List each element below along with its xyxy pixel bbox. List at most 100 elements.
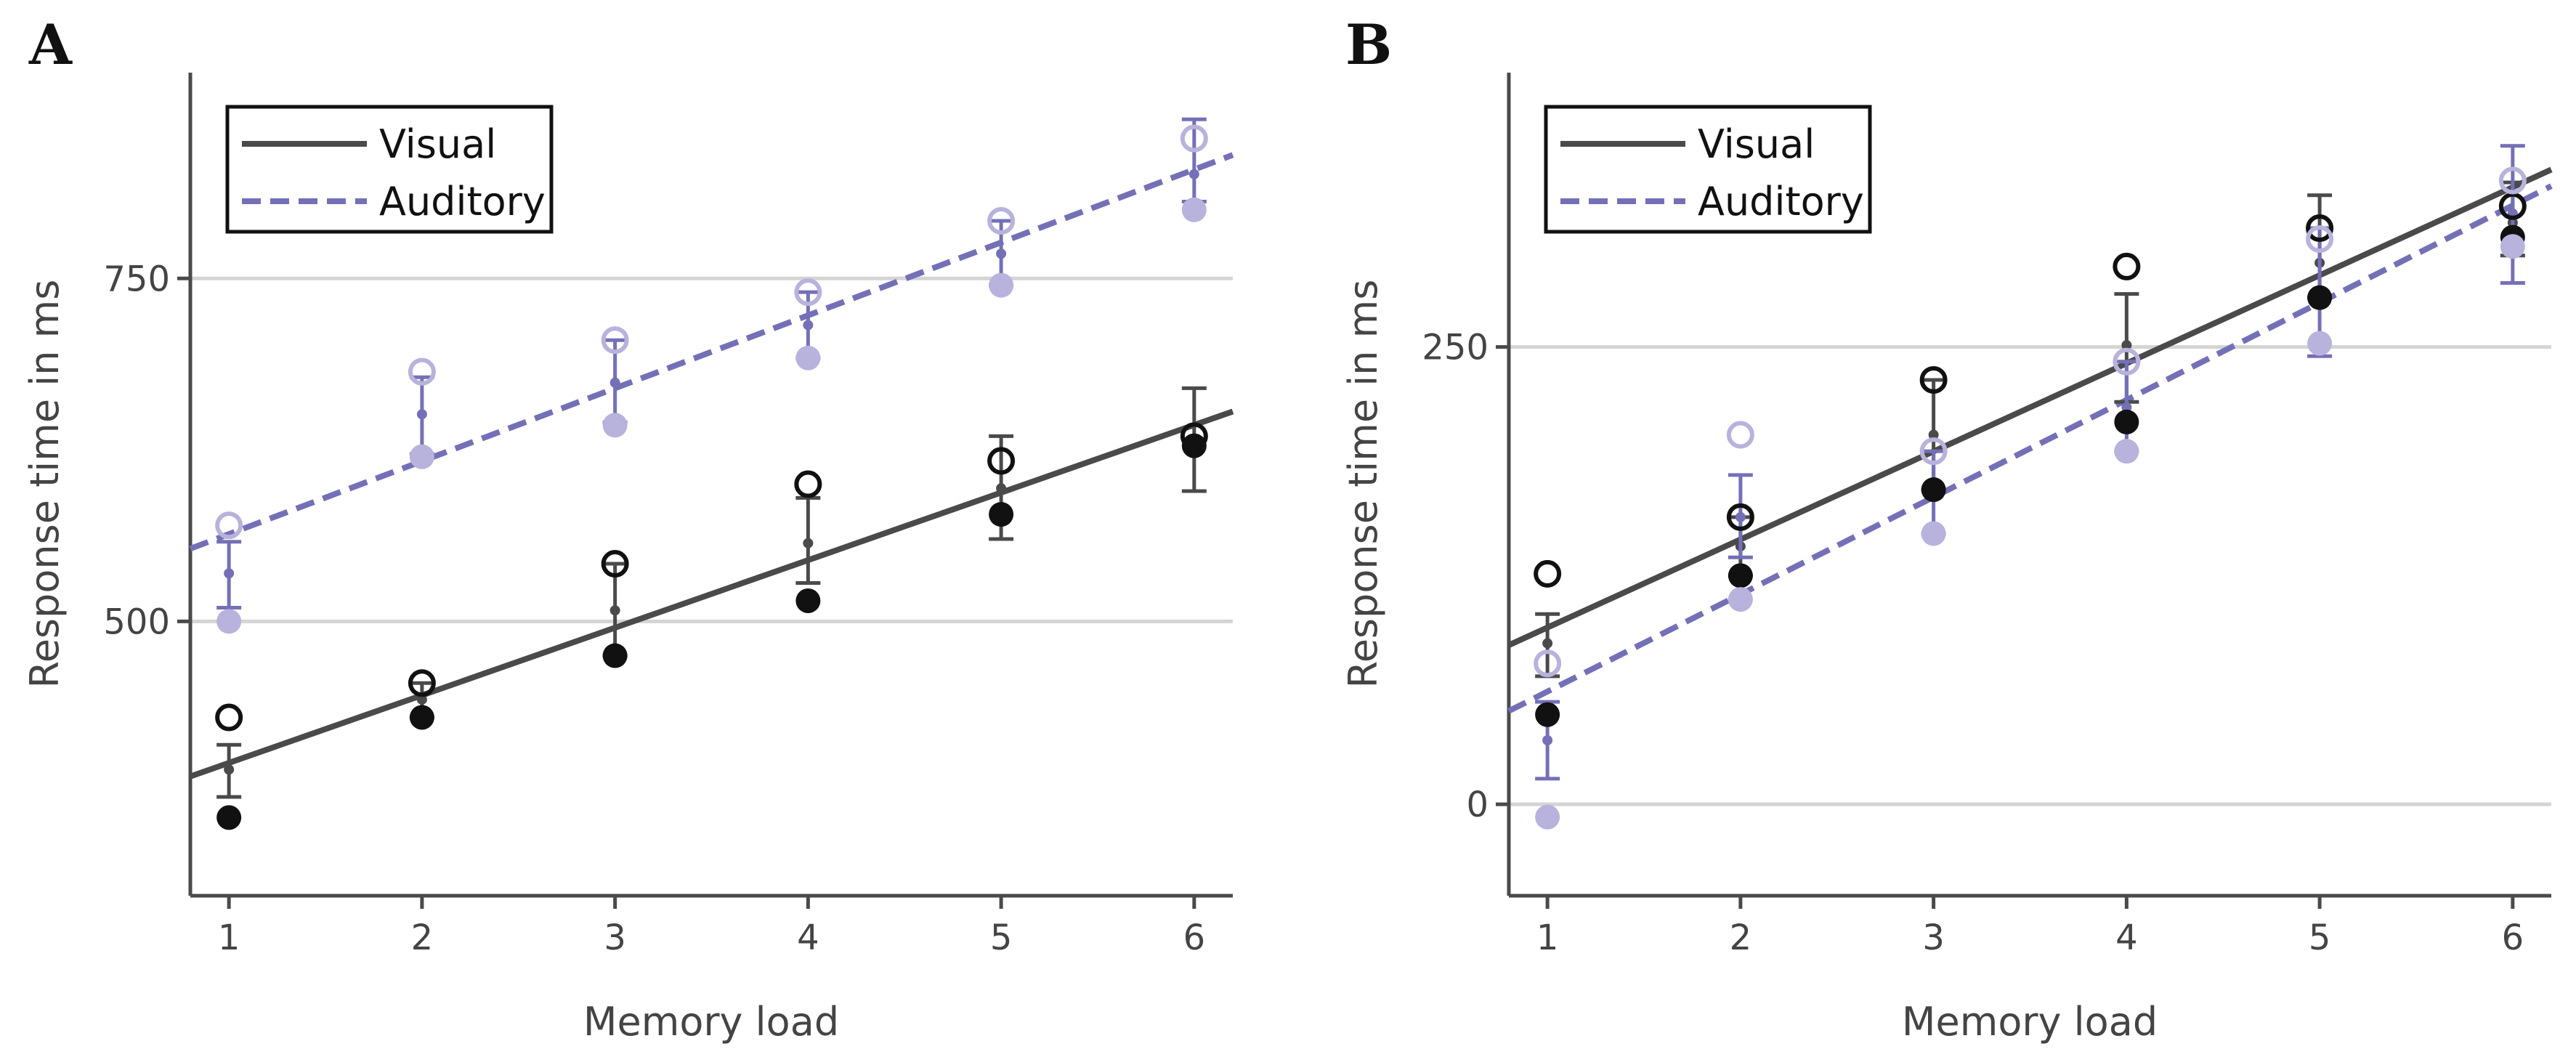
visual-filled-point: [216, 805, 242, 830]
visual-open-point: [215, 703, 243, 732]
auditory-filled-point: [1181, 197, 1207, 222]
x-tick-label: 3: [1922, 918, 1945, 958]
auditory-fit-line: [189, 152, 1234, 551]
x-ticks: 1 2 3 4 5 6: [1536, 896, 2524, 958]
visual-fit-line: [189, 408, 1234, 779]
auditory-filled-point: [2307, 331, 2333, 356]
visual-open-point: [2498, 192, 2527, 220]
visual-filled-point: [409, 705, 434, 730]
legend-visual-label: Visual: [379, 121, 496, 167]
auditory-filled-point: [1921, 521, 1946, 546]
y-tick-label: 750: [103, 259, 170, 299]
visual-mean-point: [224, 764, 235, 775]
auditory-filled-point: [795, 345, 821, 370]
x-tick-label: 5: [2309, 918, 2331, 958]
x-axis-label: Memory load: [1902, 999, 2158, 1045]
visual-open-point: [408, 669, 436, 697]
visual-open-point: [601, 550, 629, 578]
visual-open-point: [2306, 214, 2334, 243]
visual-mean-point: [416, 694, 427, 705]
auditory-open-point: [408, 357, 436, 386]
visual-filled-point: [989, 502, 1014, 527]
visual-open-point: [1919, 365, 1948, 394]
y-axis-label: Response time in ms: [22, 280, 68, 689]
panel-b: B 0 250 1 2 3 4 5 6 Memory load Response time …: [1340, 12, 2553, 1045]
visual-fit-line: [1507, 166, 2553, 648]
x-tick-label: 1: [218, 918, 240, 958]
auditory-mean-point: [1735, 511, 1746, 522]
fit-lines: [1507, 166, 2553, 714]
y-tick-label: 0: [1466, 785, 1489, 825]
visual-open-point: [987, 447, 1016, 475]
data-points: [215, 124, 1208, 830]
visual-mean-point: [609, 605, 620, 616]
x-tick-label: 2: [411, 918, 434, 958]
visual-mean-point: [996, 483, 1007, 494]
x-tick-label: 2: [1730, 918, 1752, 958]
visual-mean-point: [2121, 340, 2132, 351]
auditory-open-point: [601, 326, 629, 355]
auditory-open-point: [1180, 124, 1208, 153]
x-tick-label: 6: [1183, 918, 1206, 958]
auditory-open-point: [1534, 649, 1562, 678]
legend-visual-label: Visual: [1698, 121, 1815, 167]
auditory-filled-point: [602, 413, 628, 438]
auditory-mean-point: [1188, 169, 1199, 179]
legend-auditory-label: Auditory: [1698, 179, 1864, 224]
auditory-mean-point: [609, 377, 620, 388]
visual-filled-point: [1921, 477, 1946, 503]
legend-auditory-label: Auditory: [379, 179, 546, 224]
grid-lines: [190, 276, 1233, 623]
legend: Visual Auditory: [1544, 105, 1872, 234]
visual-mean-point: [1928, 429, 1939, 440]
visual-open-point: [1726, 503, 1754, 531]
auditory-mean-point: [224, 568, 235, 579]
y-tick-label: 500: [103, 602, 170, 642]
x-tick-label: 6: [2502, 918, 2524, 958]
auditory-filled-point: [1535, 804, 1560, 830]
panel-letter-a: A: [28, 12, 73, 77]
auditory-mean-point: [2121, 402, 2132, 413]
data-points: [1534, 166, 2527, 830]
x-tick-label: 4: [797, 918, 819, 958]
y-tick-label: 250: [1422, 328, 1489, 368]
visual-mean-point: [1542, 638, 1553, 649]
x-tick-label: 5: [990, 918, 1013, 958]
x-tick-label: 3: [604, 918, 626, 958]
grid-lines: [1509, 345, 2551, 806]
legend-box: [225, 105, 554, 234]
visual-open-point: [1534, 559, 1562, 588]
auditory-open-point: [2306, 225, 2334, 254]
x-axis-label: Memory load: [583, 999, 839, 1045]
visual-open-point: [1180, 422, 1208, 450]
auditory-filled-point: [1728, 587, 1753, 612]
auditory-filled-point: [216, 609, 242, 634]
x-tick-label: 4: [2115, 918, 2138, 958]
visual-filled-point: [1535, 702, 1560, 727]
visual-filled-point: [2307, 285, 2333, 310]
auditory-mean-point: [803, 320, 814, 331]
auditory-mean-point: [1542, 734, 1553, 745]
visual-filled-point: [2114, 409, 2139, 434]
auditory-open-point: [2498, 166, 2527, 195]
auditory-open-point: [215, 511, 243, 540]
y-axis-label: Response time in ms: [1340, 280, 1386, 689]
auditory-open-point: [1726, 421, 1754, 449]
y-ticks: 0 250: [1422, 328, 1509, 825]
visual-open-point: [2113, 252, 2141, 280]
auditory-mean-point: [996, 248, 1007, 259]
auditory-open-point: [987, 206, 1016, 235]
visual-filled-point: [602, 643, 628, 668]
panel-a: A 500 750 1 2 3 4 5 6 Memory load Response tim…: [22, 12, 1234, 1045]
x-ticks: 1 2 3 4 5 6: [218, 896, 1205, 958]
auditory-filled-point: [989, 272, 1014, 298]
auditory-filled-point: [2500, 234, 2525, 259]
auditory-open-point: [1919, 437, 1948, 466]
legend-box: [1544, 105, 1872, 234]
auditory-filled-point: [409, 444, 434, 469]
visual-filled-point: [1728, 563, 1753, 588]
legend: Visual Auditory: [225, 105, 554, 234]
visual-mean-point: [803, 538, 814, 548]
auditory-mean-point: [416, 409, 427, 420]
